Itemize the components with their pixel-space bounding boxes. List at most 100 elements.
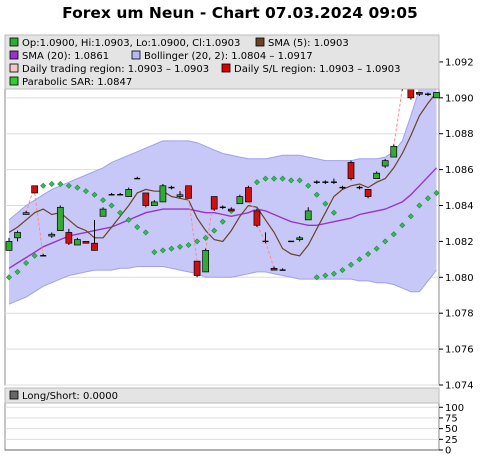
candle-body [176,194,184,197]
legend-sar: Parabolic SAR: 1.0847 [22,77,132,88]
sar-square-icon [9,76,19,86]
candle-body [381,160,389,167]
candle-body [14,232,21,239]
y-tick-label: 1.086 [445,165,474,176]
candle-body [159,185,167,203]
sar-point [330,209,337,216]
y-tick-label: 1.088 [445,129,474,140]
legend-sl-region: Daily S/L region: 1.0903 – 1.0903 [234,64,400,75]
sar-point [271,175,278,182]
candle-body [99,208,107,217]
candle-body [5,241,13,251]
lower-tick-label: 0 [445,446,451,457]
candle-body [296,237,304,240]
sar-point [433,189,440,196]
sar-point [134,224,141,231]
sar-point [151,249,158,256]
candle-body [364,189,372,197]
sar-point [356,256,363,263]
candle-body [236,196,244,205]
candle-square-icon [9,37,19,47]
sar-point [82,188,89,195]
chart-title: Forex um Neun - Chart 07.03.2024 09:05 [62,4,418,22]
sar-point [202,234,209,241]
candle-body [373,172,380,179]
sar-point [424,195,431,202]
y-tick-label: 1.082 [445,237,474,248]
sar-point [330,270,337,277]
candle-body [253,210,261,226]
sar-point [313,191,320,198]
sma5-square-icon [255,37,265,47]
candle-body [407,88,415,99]
legend-box [4,34,440,90]
candle-body [48,233,56,237]
bollinger-band [8,66,437,305]
sar-point [365,250,372,257]
candle-body [31,185,38,194]
legend-trading-region: Daily trading region: 1.0903 – 1.0903 [22,64,209,75]
legend-bollinger: Bollinger (20, 2): 1.0804 – 1.0917 [144,51,313,62]
sar-point [347,261,355,268]
candle-body [210,196,218,210]
sar-point [194,238,201,245]
y-tick-label: 1.078 [445,309,474,320]
candle-body [151,201,158,206]
candle-body [304,210,312,221]
sar-point [48,180,55,187]
lower-tick-label: 50 [445,424,458,435]
sar-point [57,180,64,187]
sar-point [117,209,124,216]
parabolic-sar [5,175,440,281]
lower-tick-label: 75 [445,413,458,424]
candle-body [202,250,209,273]
bollinger-area [9,67,437,305]
sar-point [176,243,184,250]
sar-point [322,272,329,279]
lower-grid [5,406,439,451]
sar-point [40,182,47,189]
y-tick-label: 1.074 [445,381,474,392]
candle-body [193,260,201,276]
sar-point [416,202,423,209]
sar-point [159,247,166,254]
candle-body [185,185,192,199]
sar-point [31,252,38,259]
y-tick-label: 1.092 [445,57,474,68]
sar-point [382,238,389,245]
moving-averages [8,92,438,269]
sar-point [373,245,380,252]
sar-point [211,227,218,234]
sar-point [168,245,175,252]
sar-point [399,222,406,229]
candle-body [390,145,398,158]
sar-point [219,218,226,225]
sl-region-square-icon [221,63,231,73]
sar-point [253,179,260,186]
sar-point [125,216,132,223]
candles [5,76,440,278]
lower-tick-label: 25 [445,435,458,446]
sar-point [100,197,107,204]
y-tick-label: 1.084 [445,201,474,212]
sl-link [188,198,198,262]
bollinger-lower [8,266,437,305]
sl-link [34,192,44,256]
sar-point [288,177,295,184]
candle-body [56,206,64,231]
candle-body [142,192,150,206]
legend-main: Op:1.0900, Hi:1.0903, Lo:1.0900, Cl:1.09… [9,37,400,88]
sar-point [23,259,30,266]
candle-body [91,242,98,251]
sar-point [279,175,286,182]
trading-region-square-icon [9,63,19,73]
bollinger-upper [8,66,437,221]
longshort-square-icon [9,390,19,400]
sar-point [108,202,115,209]
legend-sma20: SMA (20): 1.0861 [22,51,109,62]
sar-point [390,231,397,238]
sar-point [262,175,269,182]
sar-point [339,267,346,274]
candle-body [433,92,440,99]
candle-body [245,187,252,203]
